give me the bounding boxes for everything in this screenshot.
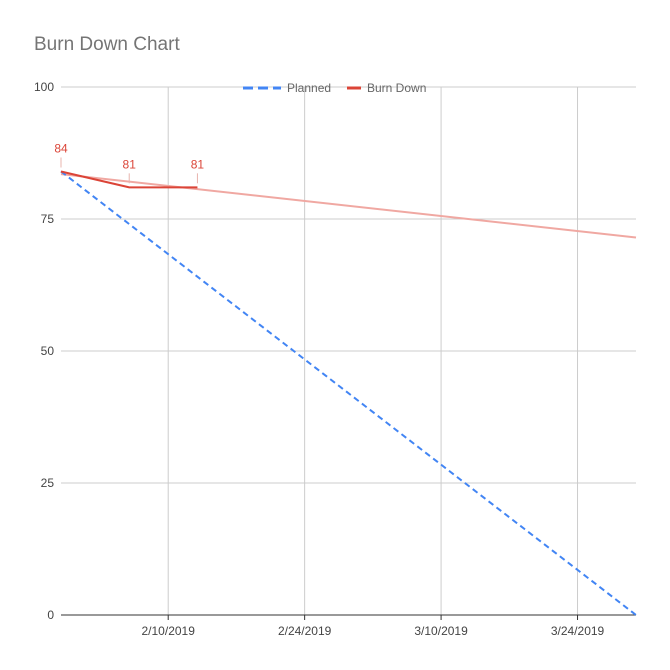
x-tick-label: 2/24/2019 bbox=[278, 624, 332, 638]
legend-label-planned: Planned bbox=[287, 81, 331, 95]
chart-title: Burn Down Chart bbox=[34, 34, 180, 55]
y-tick-label: 75 bbox=[41, 212, 55, 226]
planned-series-line bbox=[60, 170, 637, 616]
series-lines bbox=[60, 170, 637, 616]
axes bbox=[61, 614, 636, 620]
tick-labels: 0 25 50 75 100 2/10/2019 2/24/2019 3/10/2019 3/2… bbox=[34, 80, 605, 638]
x-tick-label: 3/10/2019 bbox=[414, 624, 468, 638]
x-tick-label: 3/24/2019 bbox=[551, 624, 605, 638]
y-tick-label: 100 bbox=[34, 80, 54, 94]
y-tick-label: 50 bbox=[41, 344, 55, 358]
burn-down-trendline bbox=[60, 173, 637, 239]
x-tick-label: 2/10/2019 bbox=[142, 624, 196, 638]
y-tick-label: 25 bbox=[41, 476, 55, 490]
legend: Planned Burn Down bbox=[243, 81, 426, 95]
data-labels: 84 81 81 bbox=[54, 141, 205, 184]
data-label: 81 bbox=[191, 157, 205, 171]
gridlines bbox=[61, 86, 636, 615]
y-tick-label: 0 bbox=[47, 608, 54, 622]
legend-label-burn-down: Burn Down bbox=[367, 81, 426, 95]
data-label: 81 bbox=[123, 157, 137, 171]
data-label: 84 bbox=[54, 141, 68, 155]
